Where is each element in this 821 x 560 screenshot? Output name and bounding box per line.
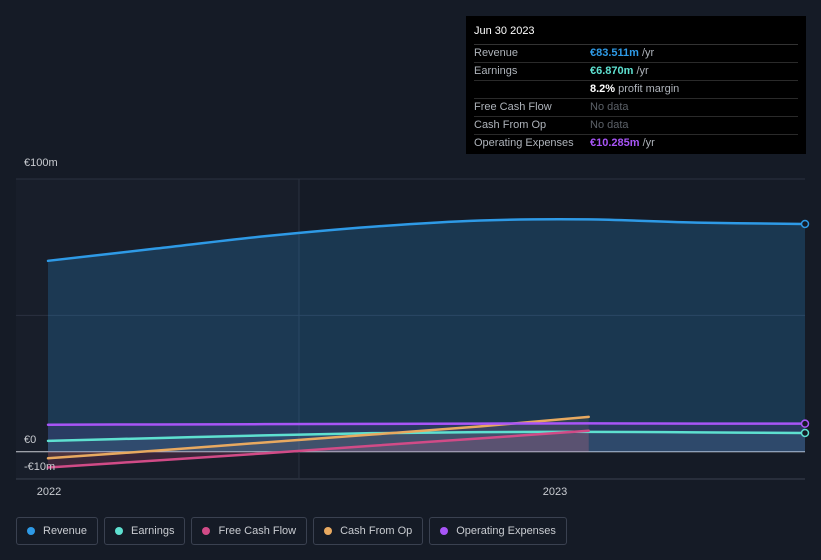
legend-dot-icon [115, 527, 124, 535]
legend-item-revenue[interactable]: Revenue [16, 517, 99, 545]
tooltip-row: Earnings €6.870m /yr [474, 63, 798, 81]
cash-from-op-area [48, 416, 589, 459]
legend-item-free-cash-flow[interactable]: Free Cash Flow [191, 517, 308, 545]
earnings-end-point [800, 428, 810, 438]
tooltip-row-label: Cash From Op [474, 119, 547, 131]
y-tick-label: €100m [24, 157, 58, 169]
legend-label: Free Cash Flow [218, 525, 297, 537]
legend-label: Revenue [43, 525, 88, 537]
tooltip-row: Operating Expenses €10.285m /yr [474, 135, 798, 152]
x-tick-label: 2022 [37, 486, 61, 498]
legend-item-earnings[interactable]: Earnings [104, 517, 186, 545]
tooltip-row-label [474, 81, 590, 98]
free-cash-flow-line [46, 429, 590, 469]
tooltip-row-label: Free Cash Flow [474, 101, 552, 113]
legend-dot-icon [440, 527, 449, 535]
tooltip-row-label: Operating Expenses [474, 137, 574, 149]
tooltip-row-value: No data [590, 101, 629, 113]
tooltip-row: Free Cash Flow No data [474, 99, 798, 117]
operating-expenses-line [46, 422, 807, 426]
tooltip-row-value: €83.511m /yr [590, 47, 655, 59]
legend-item-cash-from-op[interactable]: Cash From Op [313, 517, 424, 545]
legend-label: Earnings [131, 525, 175, 537]
operating-expenses-end-point [800, 419, 810, 428]
legend-dot-icon [27, 527, 35, 535]
tooltip-date: Jun 30 2023 [474, 24, 798, 45]
revenue-area [48, 219, 805, 452]
past-shade [16, 179, 299, 479]
earnings-line [46, 430, 807, 443]
tooltip-row-value: €10.285m /yr [590, 137, 655, 149]
tooltip: Jun 30 2023 Revenue €83.511m /yr Earnings €… [466, 16, 806, 154]
tooltip-row-value: €6.870m /yr [590, 65, 649, 77]
tooltip-row-label: Earnings [474, 65, 518, 77]
y-tick-label: €0 [24, 434, 36, 446]
tooltip-row: Cash From Op No data [474, 117, 798, 135]
tooltip-row-value: No data [590, 119, 629, 131]
tooltip-row: Revenue €83.511m /yr [474, 45, 798, 63]
legend-item-operating-expenses[interactable]: Operating Expenses [429, 517, 567, 545]
cash-from-op-line [46, 415, 590, 460]
revenue-line [46, 217, 807, 263]
legend-dot-icon [202, 527, 211, 535]
revenue-end-point [800, 219, 810, 229]
tooltip-row: 8.2% profit margin [474, 81, 798, 99]
tooltip-row-label: Revenue [474, 47, 519, 59]
y-tick-label: -€10m [24, 461, 55, 473]
legend-dot-icon [324, 527, 333, 535]
tooltip-row-value: 8.2% profit margin [590, 83, 680, 95]
legend-label: Cash From Op [340, 525, 413, 537]
x-tick-label: 2023 [543, 486, 567, 498]
legend-label: Operating Expenses [456, 525, 556, 537]
legend: Revenue Earnings Free Cash Flow Cash From O… [16, 517, 567, 545]
